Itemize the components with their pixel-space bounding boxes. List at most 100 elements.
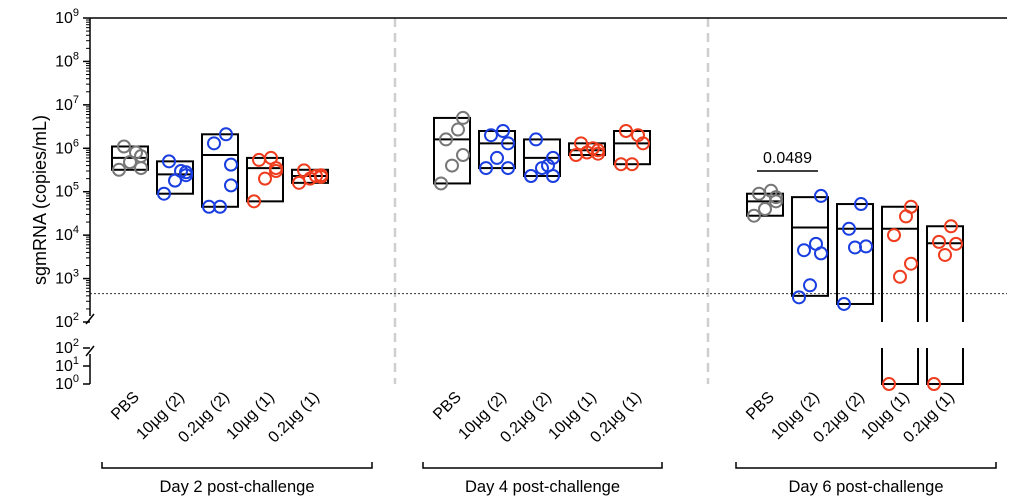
data-point bbox=[168, 173, 182, 188]
data-point bbox=[631, 128, 645, 143]
data-point bbox=[123, 155, 137, 170]
data-point bbox=[591, 146, 605, 161]
data-point bbox=[574, 136, 588, 151]
box-2-1 bbox=[791, 196, 829, 297]
data-point bbox=[887, 228, 901, 243]
data-point bbox=[309, 169, 323, 184]
points-layer bbox=[112, 110, 963, 391]
data-point bbox=[546, 169, 560, 184]
data-point bbox=[207, 136, 221, 151]
data-point bbox=[479, 161, 493, 176]
data-point bbox=[501, 136, 515, 151]
data-point bbox=[932, 234, 946, 249]
data-point bbox=[258, 171, 272, 186]
group-label: Day 2 post-challenge bbox=[159, 478, 314, 496]
y-tick-label: 102 bbox=[55, 311, 79, 331]
y-tick-label: 106 bbox=[55, 137, 79, 157]
data-point bbox=[625, 157, 639, 172]
data-point bbox=[179, 168, 193, 183]
data-point bbox=[247, 194, 261, 209]
group-label: Day 4 post-challenge bbox=[465, 478, 620, 496]
data-point bbox=[501, 161, 515, 176]
y-tick-label: 107 bbox=[55, 94, 79, 114]
data-point bbox=[809, 236, 823, 251]
data-point bbox=[524, 169, 538, 184]
category-label: PBS bbox=[430, 389, 465, 424]
data-point bbox=[927, 377, 941, 391]
data-point bbox=[484, 128, 498, 143]
data-point bbox=[445, 158, 459, 173]
y-tick-label: 103 bbox=[55, 268, 79, 288]
boxes-layer bbox=[111, 116, 964, 385]
data-point bbox=[252, 152, 266, 167]
box-lower-2-3 bbox=[881, 348, 919, 385]
p-value-label: 0.0489 bbox=[763, 150, 812, 167]
data-point bbox=[224, 157, 238, 172]
data-point bbox=[904, 256, 918, 271]
y-tick-label: 104 bbox=[55, 224, 79, 244]
box-upper-2-3 bbox=[881, 205, 919, 322]
data-point bbox=[456, 148, 470, 163]
data-point bbox=[797, 243, 811, 258]
data-point bbox=[944, 219, 958, 234]
data-point bbox=[747, 208, 761, 223]
data-point bbox=[904, 199, 918, 214]
data-point bbox=[859, 239, 873, 254]
group-bracket bbox=[735, 462, 997, 469]
data-point bbox=[758, 201, 772, 216]
group-bracket bbox=[422, 462, 663, 469]
y-axis-label: sgmRNA (copies/mL) bbox=[30, 115, 50, 285]
panel-separators bbox=[393, 18, 710, 384]
data-point bbox=[297, 163, 311, 178]
data-point bbox=[854, 197, 868, 212]
axis-break-lower bbox=[85, 345, 95, 357]
data-point bbox=[219, 127, 233, 142]
data-point bbox=[769, 190, 783, 205]
y-tick-label: 100 bbox=[55, 373, 79, 393]
data-point bbox=[496, 124, 510, 139]
annotations-layer: 0.0489 bbox=[757, 150, 818, 172]
data-point bbox=[157, 186, 171, 201]
data-point bbox=[269, 163, 283, 178]
data-point bbox=[129, 145, 143, 160]
data-point bbox=[264, 150, 278, 165]
y-tick-label: 109 bbox=[55, 7, 79, 27]
data-point bbox=[490, 150, 504, 165]
data-point bbox=[434, 176, 448, 191]
group-brackets: Day 2 post-challenge Day 4 post-challenge… bbox=[101, 462, 997, 496]
data-point bbox=[456, 110, 470, 125]
category-label: PBS bbox=[743, 389, 778, 424]
data-point bbox=[949, 236, 963, 251]
data-point bbox=[842, 221, 856, 236]
data-point bbox=[938, 247, 952, 262]
data-point bbox=[134, 161, 148, 176]
y-tick-label: 105 bbox=[55, 181, 79, 201]
data-point bbox=[803, 278, 817, 293]
y-tick-label: 101 bbox=[55, 355, 79, 375]
data-point bbox=[529, 132, 543, 147]
data-point bbox=[837, 296, 851, 311]
data-point bbox=[893, 269, 907, 284]
data-point bbox=[224, 178, 238, 193]
data-point bbox=[792, 290, 806, 305]
group-bracket bbox=[101, 462, 373, 469]
group-label: Day 6 post-challenge bbox=[788, 478, 943, 496]
box-1-0 bbox=[433, 116, 471, 185]
y-tick-label: 108 bbox=[55, 50, 79, 70]
data-point bbox=[451, 122, 465, 137]
data-point bbox=[314, 169, 328, 184]
box-lower-2-4 bbox=[926, 348, 964, 385]
data-point bbox=[117, 139, 131, 154]
y-tick-label: 102 bbox=[55, 337, 79, 357]
data-point bbox=[213, 199, 227, 214]
data-point bbox=[619, 124, 633, 139]
data-point bbox=[439, 132, 453, 147]
category-label: PBS bbox=[108, 389, 143, 424]
data-point bbox=[112, 162, 126, 177]
data-point bbox=[882, 377, 896, 391]
data-point bbox=[162, 154, 176, 169]
data-point bbox=[814, 188, 828, 203]
